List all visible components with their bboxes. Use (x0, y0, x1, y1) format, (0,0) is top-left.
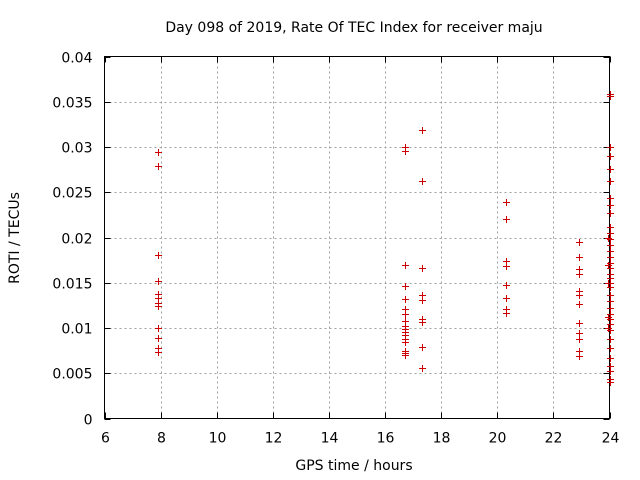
y-tick-label: 0 (84, 413, 93, 429)
x-tick-label: 18 (433, 431, 451, 447)
data-point-marker (605, 280, 612, 287)
data-point-marker (419, 344, 426, 351)
data-point-marker (576, 271, 583, 278)
y-tick-label: 0.04 (61, 51, 92, 67)
data-point-marker (607, 93, 614, 100)
data-point-marker (607, 178, 614, 185)
y-tick-label: 0.02 (61, 232, 92, 248)
data-point-marker (607, 210, 614, 217)
data-point-marker (607, 345, 614, 352)
y-tick-label: 0.005 (52, 367, 92, 383)
data-point-marker (607, 230, 614, 237)
x-tick-label: 20 (489, 431, 507, 447)
data-point-marker (419, 297, 426, 304)
data-point-marker (155, 325, 162, 332)
data-points (155, 91, 614, 386)
data-point-marker (419, 178, 426, 185)
x-axis-label: GPS time / hours (295, 458, 412, 474)
data-point-marker (155, 349, 162, 356)
data-point-marker (576, 353, 583, 360)
data-point-marker (576, 292, 583, 299)
data-point-marker (576, 301, 583, 308)
data-point-marker (607, 355, 614, 362)
data-point-marker (607, 195, 614, 202)
x-tick-label: 14 (321, 431, 339, 447)
data-point-marker (605, 235, 612, 242)
x-tick-label: 8 (157, 431, 166, 447)
x-tick-label: 6 (101, 431, 110, 447)
data-point-marker (607, 144, 614, 151)
data-point-marker (419, 365, 426, 372)
data-point-marker (155, 303, 162, 310)
data-point-marker (503, 295, 510, 302)
data-point-marker (607, 305, 614, 312)
data-point-marker (419, 127, 426, 134)
x-tick-label: 22 (545, 431, 563, 447)
data-point-marker (503, 216, 510, 223)
y-axis-label: ROTI / TECUs (7, 192, 23, 284)
data-point-marker (419, 265, 426, 272)
data-point-marker (503, 310, 510, 317)
data-point-marker (607, 284, 614, 291)
data-point-marker (419, 319, 426, 326)
x-tick-label: 12 (265, 431, 283, 447)
data-point-marker (503, 263, 510, 270)
data-point-marker (607, 368, 614, 375)
x-tick-label: 16 (377, 431, 395, 447)
x-tick-label: 10 (209, 431, 227, 447)
data-point-marker (576, 320, 583, 327)
grid-lines (104, 56, 610, 419)
y-tick-label: 0.035 (52, 96, 92, 112)
data-point-marker (607, 202, 614, 209)
x-tick-label: 24 (602, 431, 620, 447)
plot-frame (104, 56, 610, 419)
data-point-marker (155, 149, 162, 156)
data-point-marker (402, 283, 409, 290)
data-point-marker (605, 262, 612, 269)
data-point-marker (607, 166, 614, 173)
y-tick-label: 0.03 (61, 141, 92, 157)
data-point-marker (576, 239, 583, 246)
data-point-marker (607, 379, 614, 386)
data-point-marker (607, 254, 614, 261)
data-point-marker (607, 336, 614, 343)
data-point-marker (402, 262, 409, 269)
data-point-marker (155, 278, 162, 285)
data-point-marker (607, 242, 614, 249)
data-point-marker (605, 325, 612, 332)
data-point-marker (607, 224, 614, 231)
y-tick-label: 0.015 (52, 277, 92, 293)
data-point-marker (402, 352, 409, 359)
data-point-marker (155, 335, 162, 342)
chart-title: Day 098 of 2019, Rate Of TEC Index for r… (165, 20, 542, 36)
data-point-marker (607, 321, 614, 328)
data-point-marker (503, 282, 510, 289)
data-point-marker (155, 163, 162, 170)
x-tick-labels: 6 8 10 12 14 16 18 20 22 24 (101, 431, 619, 447)
data-point-marker (503, 199, 510, 206)
data-point-marker (576, 330, 583, 337)
data-point-marker (605, 314, 612, 321)
data-point-marker (402, 339, 409, 346)
data-point-marker (402, 148, 409, 155)
data-point-marker (576, 254, 583, 261)
data-point-marker (607, 153, 614, 160)
data-point-marker (402, 311, 409, 318)
y-tick-label: 0.01 (61, 322, 92, 338)
y-tick-label: 0.025 (52, 186, 92, 202)
y-tick-labels: 0 0.005 0.01 0.015 0.02 0.025 0.03 0.035 0.04 (52, 51, 92, 429)
data-point-marker (607, 292, 614, 299)
data-point-marker (607, 298, 614, 305)
data-point-marker (607, 248, 614, 255)
data-point-marker (402, 296, 409, 303)
data-point-marker (155, 252, 162, 259)
data-point-marker (576, 336, 583, 343)
